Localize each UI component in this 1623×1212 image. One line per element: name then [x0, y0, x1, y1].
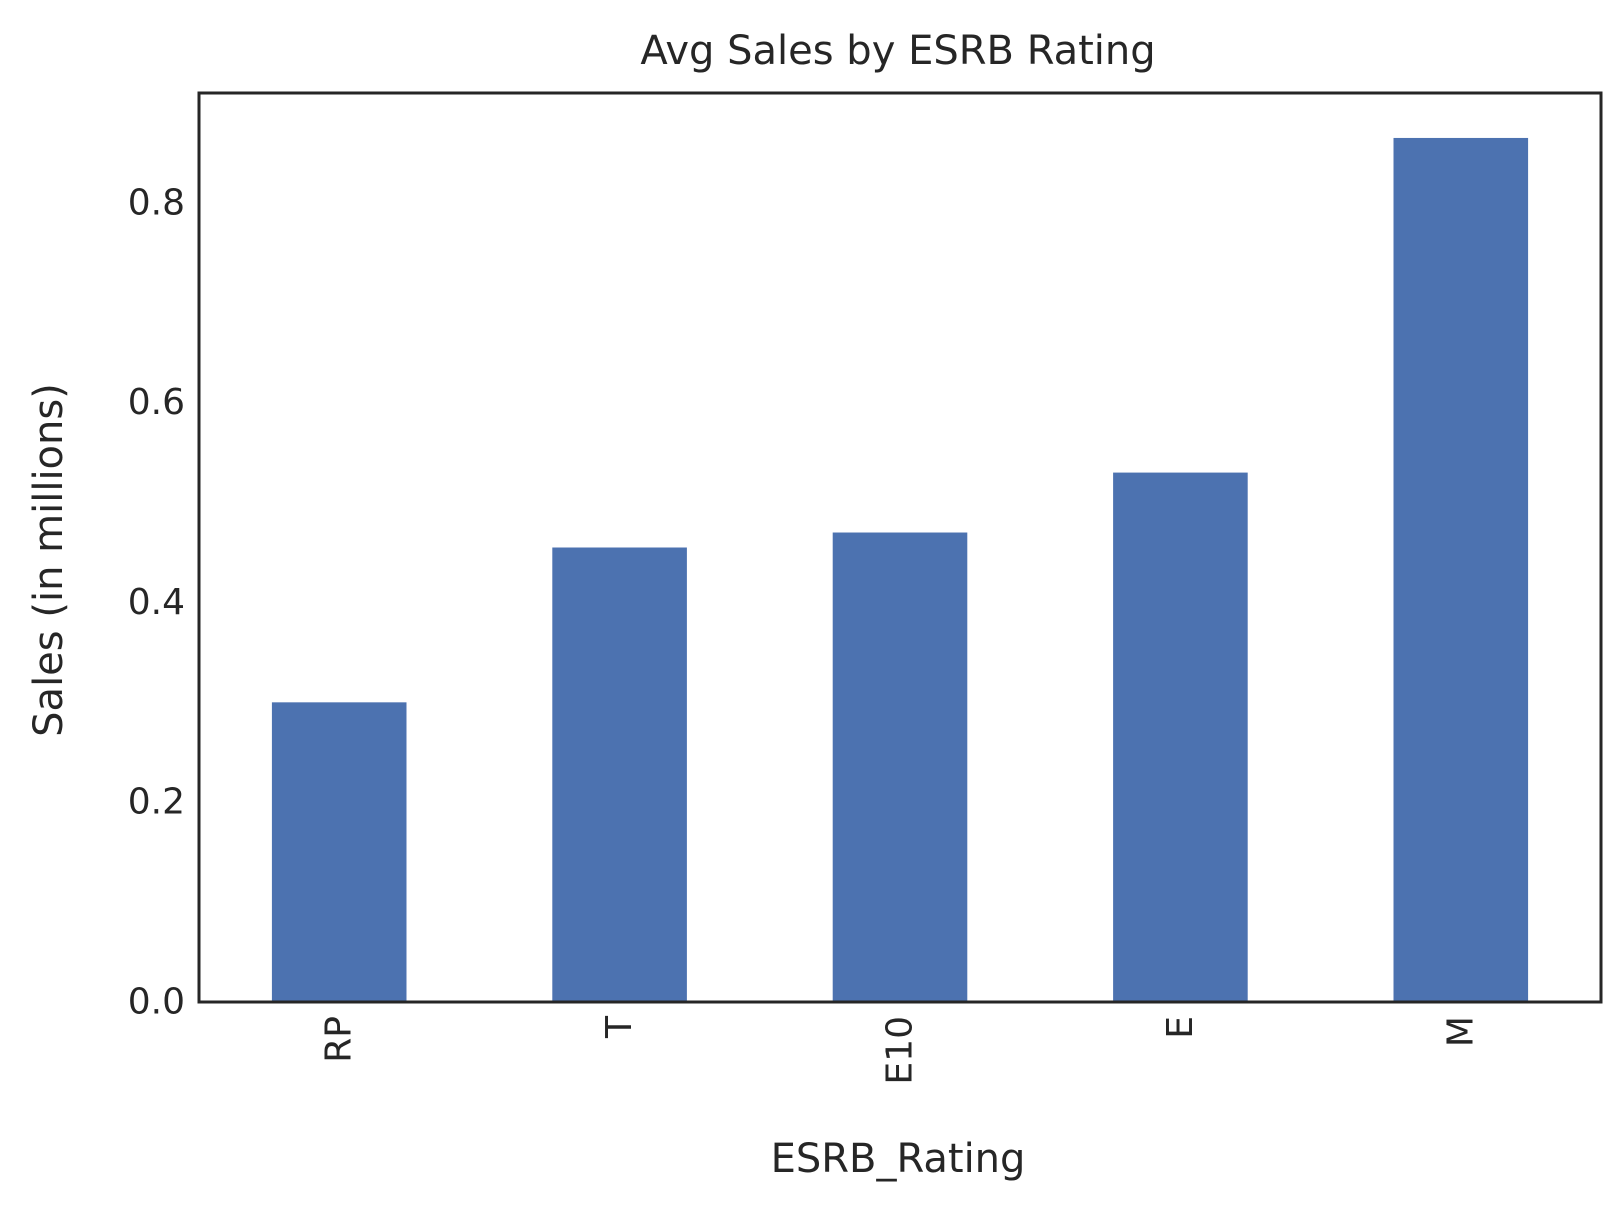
- y-tick-label: 0.2: [128, 782, 185, 823]
- plot-frame: [197, 91, 1603, 1004]
- x-tick-label-t: T: [599, 1015, 640, 1039]
- x-tick-labels: RP T E10 E M: [319, 1015, 1482, 1085]
- bars-group: [271, 137, 1529, 1003]
- x-tick-label-rp: RP: [319, 1016, 360, 1063]
- bar-e10: [832, 532, 968, 1002]
- x-tick-label-m: M: [1440, 1016, 1481, 1047]
- x-axis-label: ESRB_Rating: [771, 1136, 1026, 1182]
- bar-m: [1393, 137, 1529, 1002]
- y-tick-label: 0.8: [128, 182, 185, 223]
- chart-title: Avg Sales by ESRB Rating: [640, 28, 1155, 74]
- x-tick-label-e10: E10: [880, 1016, 921, 1085]
- bar-e: [1113, 472, 1248, 1003]
- y-tick-label: 0.0: [128, 982, 185, 1023]
- bar-t: [552, 547, 687, 1002]
- x-tick-label-e: E: [1160, 1016, 1201, 1039]
- y-tick-label: 0.4: [128, 582, 185, 623]
- y-tick-labels: 0.0 0.2 0.4 0.6 0.8: [128, 182, 185, 1022]
- y-axis-label: Sales (in millions): [26, 383, 72, 737]
- y-tick-label: 0.6: [128, 382, 185, 423]
- bar-rp: [271, 702, 407, 1002]
